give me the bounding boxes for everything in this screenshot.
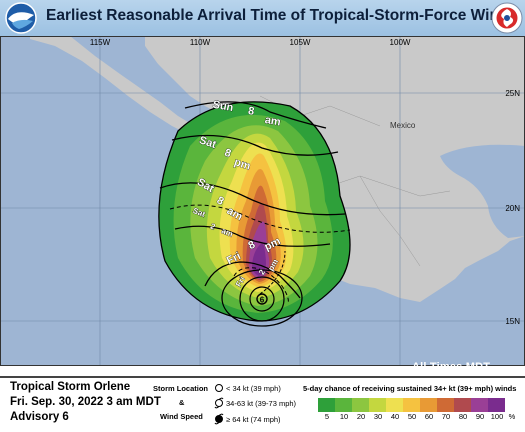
page-title: Earliest Reasonable Arrival Time of Trop… [46,7,518,24]
wind-speed-symbols [214,384,224,425]
arrival-contours [159,101,346,327]
legend-34-63kt: 34-63 kt (39-73 mph) [226,399,297,408]
lat-label-20n: 20N [505,204,520,213]
scale-label-40: 40 [390,412,400,421]
storm-name: Tropical Storm Orlene [10,381,131,393]
scale-label-5: 5 [324,412,330,421]
scale-swatch-20 [352,398,370,412]
forecast-track [259,250,286,295]
lon-label-105w: 105W [290,38,311,47]
svg-text:2: 2 [209,222,217,232]
tropical-storm-icon [215,399,223,407]
ampersand-label: & [179,398,185,407]
advisory-number: Advisory 6 [10,411,69,423]
scale-label-30: 30 [373,412,383,421]
scale-swatch-30 [369,398,387,412]
forecast-map: 6 Sun 8 am Sat 8 pm Sat 8 am Sat 2 am Fr… [0,36,525,366]
svg-text:8: 8 [215,194,226,207]
legend-64kt-plus: ≥ 64 kt (74 mph) [226,415,281,424]
scale-swatch-70 [437,398,455,412]
wind-speed-label: Wind Speed [160,412,203,421]
scale-label-20: 20 [356,412,366,421]
scale-label-80: 80 [458,412,468,421]
svg-text:Fri: Fri [225,250,243,267]
svg-text:pm: pm [233,156,253,173]
noaa-logo [5,2,37,34]
lon-label-100w: 100W [390,38,411,47]
scale-label-60: 60 [424,412,434,421]
scale-swatch-80 [454,398,472,412]
latitude-labels: 25N 20N 15N [505,89,520,326]
svg-text:8: 8 [247,105,255,118]
arrival-time-labels: Sun 8 am Sat 8 pm Sat 8 am Sat 2 am Fri … [191,98,283,288]
scale-swatch-60 [420,398,438,412]
header-bar: Earliest Reasonable Arrival Time of Trop… [0,0,525,37]
scale-swatch-100 [488,398,506,412]
footer-legend: Tropical Storm Orlene Fri. Sep. 30, 2022… [0,376,525,432]
lat-label-25n: 25N [505,89,520,98]
scale-swatch-40 [386,398,404,412]
svg-text:am: am [220,226,234,239]
probability-swath [158,101,350,321]
lat-label-15n: 15N [505,317,520,326]
timezone-note: All Times MDT [412,361,491,373]
scale-swatch-50 [403,398,421,412]
tropical-depression-icon [215,384,223,392]
scale-label-90: 90 [475,412,485,421]
scale-swatch-90 [471,398,489,412]
nws-logo [491,2,523,34]
lon-label-115w: 115W [90,38,111,47]
storm-location-label: Storm Location [153,384,209,393]
legend-below-34kt: < 34 kt (39 mph) [226,384,281,393]
scale-label-100: 100 [490,412,504,421]
outer-contour [158,101,351,322]
country-label: Mexico [390,121,416,130]
svg-text:6: 6 [260,296,265,305]
scale-label-percent: % [508,412,516,421]
svg-text:Sun: Sun [212,99,235,114]
svg-text:am: am [264,114,282,129]
scale-swatch-5 [318,398,336,412]
probability-scale-title: 5-day chance of receiving sustained 34+ … [303,384,517,393]
svg-text:2: 2 [257,268,267,277]
issue-time: Fri. Sep. 30, 2022 3 am MDT [10,396,161,408]
svg-text:8: 8 [223,147,233,160]
lon-label-110w: 110W [190,38,211,47]
hurricane-icon [215,415,223,423]
svg-text:8: 8 [246,239,257,252]
longitude-labels: 115W 110W 105W 100W [90,38,411,47]
svg-text:Sat: Sat [198,134,218,151]
scale-label-50: 50 [407,412,417,421]
scale-swatch-10 [335,398,353,412]
scale-label-70: 70 [441,412,451,421]
storm-cone-circles [239,276,285,322]
arrival-dashed-contours [169,204,351,305]
storm-location-marker: 6 [256,293,268,305]
scale-label-10: 10 [339,412,349,421]
